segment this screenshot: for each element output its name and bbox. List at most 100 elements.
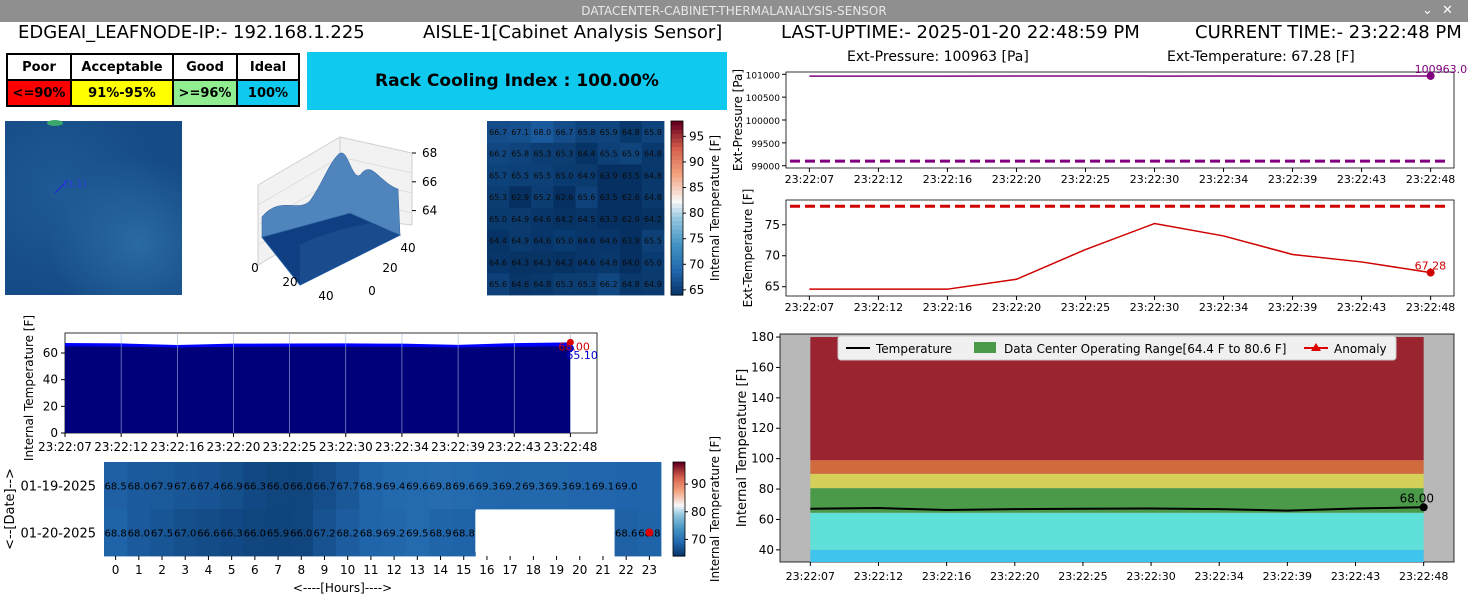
- dh-colorbar-segment: [673, 478, 685, 482]
- grid-cell: [487, 186, 510, 209]
- grid-cell-label: 65.2: [533, 193, 551, 202]
- rci-text: Rack Cooling Index : 100.00%: [375, 71, 659, 91]
- dh-colorbar-segment: [673, 546, 685, 550]
- grid-cell-label: 64.8: [533, 280, 551, 289]
- area-x-tick-label: 23:22:39: [431, 440, 485, 454]
- grid-cell: [553, 142, 576, 165]
- dh-colorbar-tick-label: 80: [691, 505, 706, 519]
- dh-cell: [266, 462, 291, 510]
- grid-colorbar-segment: [671, 242, 683, 248]
- dh-cell-label: 67.9: [151, 482, 173, 493]
- dh-cell: [382, 462, 407, 510]
- grid-cell-label: 67.1: [511, 128, 529, 137]
- grid-cell: [553, 164, 576, 187]
- dh-empty-cell: [521, 511, 546, 552]
- grid-cell: [487, 251, 510, 274]
- dh-x-tick-label: 14: [433, 563, 448, 577]
- dh-cell-label: 68.8: [453, 529, 475, 540]
- grid-cell: [531, 142, 554, 165]
- grid-cell-label: 65.0: [644, 258, 662, 267]
- grid-cell-label: 65.5: [511, 171, 529, 180]
- dh-cell: [359, 462, 383, 510]
- dh-cell: [498, 462, 523, 510]
- dh-colorbar-segment: [673, 523, 685, 527]
- dh-x-tick-label: 1: [135, 563, 143, 577]
- dh-x-tick-label: 12: [386, 563, 401, 577]
- dh-x-tick-label: 20: [572, 563, 587, 577]
- dh-cell-label: 68.5: [104, 482, 126, 493]
- dh-x-tick-label: 10: [340, 563, 355, 577]
- grid-colorbar-segment: [671, 181, 683, 187]
- close-icon[interactable]: ✕: [1442, 3, 1453, 18]
- dh-cell-label: 69.6: [406, 482, 428, 493]
- irange-y-tick-label: 120: [751, 421, 774, 435]
- grid-cell-label: 64.4: [489, 237, 507, 246]
- grid-cell: [509, 121, 532, 144]
- dh-cell: [289, 462, 314, 510]
- dh-x-tick-label: 7: [274, 563, 282, 577]
- surface-mesh: [261, 152, 401, 238]
- area-min-label: 65.10: [566, 349, 598, 362]
- grid-cell-label: 64.8: [622, 128, 640, 137]
- grid-cell-label: 65.9: [622, 150, 640, 159]
- window-titlebar: DATACENTER-CABINET-THERMALANALYSIS-SENSO…: [0, 0, 1468, 22]
- grid-cell: [531, 251, 554, 274]
- irange-x-tick-label: 23:22:43: [1331, 570, 1380, 583]
- dh-x-tick-label: 16: [479, 563, 494, 577]
- dh-cell: [220, 462, 244, 510]
- dh-y-label: <--[Date]-->: [3, 468, 18, 550]
- grid-colorbar-segment: [671, 164, 683, 170]
- dh-colorbar-segment: [673, 530, 685, 534]
- grid-colorbar-segment: [671, 121, 683, 126]
- leafnode-ip: EDGEAI_LEAFNODE-IP:- 192.168.1.225: [18, 22, 365, 43]
- legend-header-good: Good: [172, 53, 238, 81]
- grid-cell-label: 62.6: [622, 193, 640, 202]
- dh-cell: [104, 462, 128, 510]
- grid-cell-label: 64.6: [533, 237, 551, 246]
- dh-x-tick-label: 0: [112, 563, 120, 577]
- grid-colorbar-segment: [671, 255, 683, 261]
- grid-cell-label: 64.6: [578, 237, 596, 246]
- thermal-map-marker: [54, 180, 68, 194]
- dh-empty-cell: [591, 511, 615, 552]
- dh-cell-label: 68.2: [337, 529, 359, 540]
- grid-cell-label: 64.6: [533, 215, 551, 224]
- dh-colorbar-segment: [673, 537, 685, 541]
- grid-cell: [553, 273, 576, 296]
- dh-x-tick-label: 8: [297, 563, 305, 577]
- irange-legend-anomaly-label: Anomaly: [1334, 342, 1387, 356]
- grid-cell: [597, 186, 621, 209]
- dh-cell: [544, 462, 569, 510]
- legend-range-acceptable: 91%-95%: [70, 79, 174, 107]
- dh-colorbar-segment: [673, 548, 685, 552]
- grid-colorbar-segment: [671, 177, 683, 183]
- grid-cell: [575, 186, 599, 209]
- dh-cell-label: 68.0: [128, 482, 150, 493]
- grid-cell-label: 64.9: [644, 280, 662, 289]
- grid-colorbar-segment: [671, 142, 683, 148]
- grid-cell: [553, 186, 576, 209]
- dh-x-tick-label: 11: [363, 563, 378, 577]
- dh-colorbar-segment: [673, 509, 685, 512]
- press-y-tick-label: 99500: [751, 140, 780, 150]
- grid-colorbar-frame: [670, 120, 684, 296]
- dh-colorbar-segment: [673, 485, 685, 489]
- press-y-tick-label: 100000: [746, 117, 781, 127]
- dh-empty-cell: [475, 511, 499, 552]
- grid-cell-label: 64.2: [644, 215, 662, 224]
- irange-temperature-line: [810, 506, 1424, 512]
- chevron-down-icon[interactable]: ⌄: [1422, 3, 1433, 18]
- area-x-tick-label: 23:22:25: [263, 440, 317, 454]
- grid-cell: [487, 229, 510, 252]
- irange-legend-anomaly-marker: [1311, 343, 1321, 351]
- dh-cell-label: 68.8: [104, 529, 126, 540]
- grid-cell: [509, 208, 532, 231]
- dh-cell: [614, 462, 639, 510]
- dh-cell-label: 69.3: [522, 482, 544, 493]
- dh-colorbar-segment: [673, 499, 685, 503]
- grid-colorbar-segment: [671, 268, 683, 274]
- dh-colorbar-segment: [673, 504, 685, 508]
- etemp-x-tick-label: 23:22:39: [1268, 301, 1317, 314]
- dh-cell-label: 69.1: [569, 482, 591, 493]
- dh-x-label: <----[Hours]---->: [293, 581, 392, 594]
